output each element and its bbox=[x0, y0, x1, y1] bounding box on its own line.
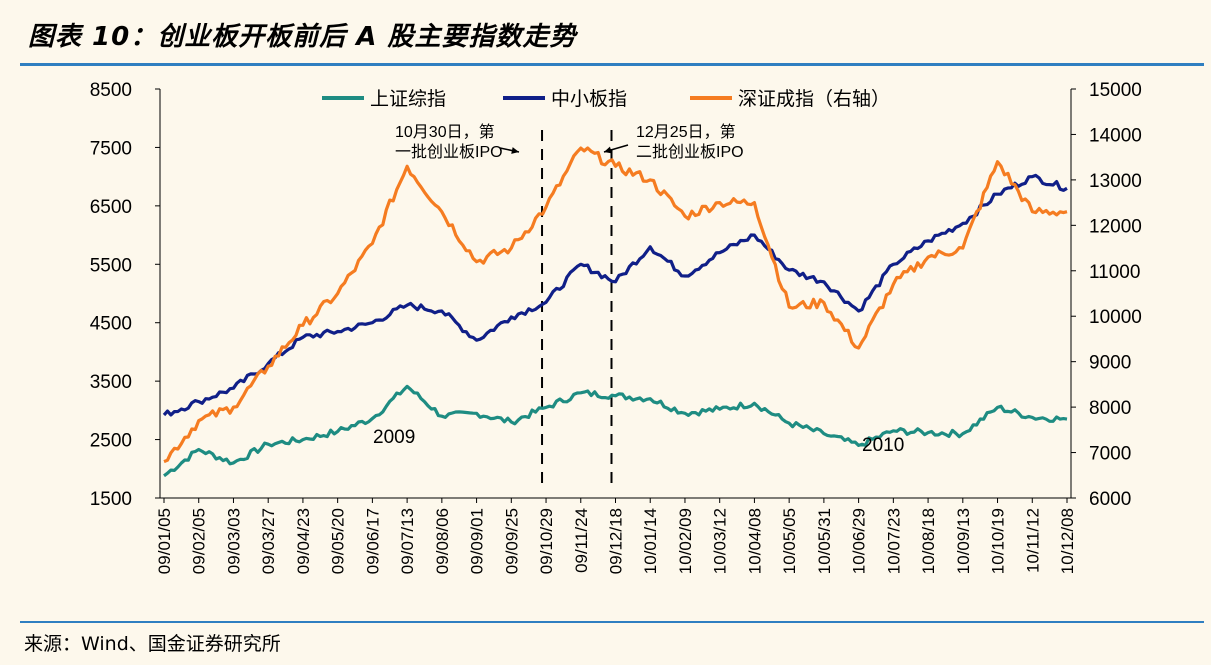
year-label-2010: 2010 bbox=[862, 435, 904, 456]
x-tick-label: 10/05/05 bbox=[780, 508, 799, 574]
ipo-annotation-1-line-2: 一批创业板IPO bbox=[395, 143, 503, 161]
left-tick-label: 2500 bbox=[90, 431, 132, 452]
x-tick-label: 10/10/19 bbox=[989, 508, 1008, 574]
source-note: 来源：Wind、国金证券研究所 bbox=[24, 633, 281, 655]
right-tick-label: 14000 bbox=[1089, 125, 1142, 146]
footer-rule bbox=[20, 621, 1204, 623]
ipo-annotation-2-line-2: 二批创业板IPO bbox=[636, 143, 744, 161]
x-tick-label: 10/05/31 bbox=[815, 508, 834, 574]
year-label-2009: 2009 bbox=[373, 427, 415, 448]
x-tick-label: 10/04/08 bbox=[745, 508, 764, 574]
left-tick-label: 3500 bbox=[90, 372, 132, 393]
right-tick-label: 15000 bbox=[1089, 80, 1142, 101]
figure-header: 图表 10：创业板开板前后 A 股主要指数走势 bbox=[0, 0, 1211, 66]
x-tick-label: 09/12/18 bbox=[607, 508, 626, 574]
x-tick-label: 10/09/13 bbox=[954, 508, 973, 574]
x-tick-label: 09/03/27 bbox=[259, 508, 278, 574]
x-tick-label: 09/06/17 bbox=[363, 508, 382, 574]
x-tick-label: 09/09/25 bbox=[502, 508, 521, 574]
x-tick-label: 10/01/14 bbox=[641, 508, 660, 574]
left-tick-label: 6500 bbox=[90, 197, 132, 218]
x-tick-label: 09/05/20 bbox=[329, 508, 348, 574]
left-tick-label: 5500 bbox=[90, 255, 132, 276]
x-tick-label: 10/06/29 bbox=[850, 508, 869, 574]
left-tick-label: 1500 bbox=[90, 489, 132, 510]
ipo-annotation-arrowhead-1 bbox=[511, 147, 519, 154]
x-tick-label: 09/11/24 bbox=[572, 508, 591, 573]
left-tick-label: 7500 bbox=[90, 138, 132, 159]
figure-title: 图表 10：创业板开板前后 A 股主要指数走势 bbox=[28, 22, 577, 52]
right-tick-label: 11000 bbox=[1089, 262, 1140, 283]
ipo-annotation-1-line-1: 10月30日，第 bbox=[395, 123, 495, 141]
left-tick-label: 4500 bbox=[90, 314, 132, 335]
x-tick-label: 10/08/18 bbox=[919, 508, 938, 574]
right-tick-label: 7000 bbox=[1089, 444, 1131, 465]
right-tick-label: 6000 bbox=[1089, 489, 1131, 510]
x-tick-label: 09/02/05 bbox=[190, 508, 209, 574]
x-tick-label: 09/09/01 bbox=[468, 508, 487, 574]
series-line-1 bbox=[163, 384, 1068, 478]
x-tick-label: 09/01/05 bbox=[155, 508, 174, 574]
x-tick-label: 09/08/06 bbox=[433, 508, 452, 574]
title-rule bbox=[20, 63, 1204, 66]
x-tick-label: 09/03/03 bbox=[224, 508, 243, 574]
legend-label-3: 深证成指（右轴） bbox=[738, 88, 890, 110]
right-tick-label: 13000 bbox=[1089, 171, 1142, 192]
right-tick-label: 8000 bbox=[1089, 398, 1131, 419]
x-tick-label: 09/10/29 bbox=[537, 508, 556, 574]
x-tick-label: 10/12/08 bbox=[1058, 508, 1077, 574]
series-line-3 bbox=[163, 146, 1068, 464]
legend-label-2: 中小板指 bbox=[551, 88, 627, 110]
legend-label-1: 上证综指 bbox=[370, 88, 446, 110]
x-tick-label: 09/04/23 bbox=[294, 508, 313, 574]
series-line-2 bbox=[162, 173, 1068, 417]
right-tick-label: 10000 bbox=[1089, 307, 1142, 328]
x-tick-label: 10/07/23 bbox=[884, 508, 903, 574]
right-tick-label: 12000 bbox=[1089, 216, 1142, 237]
x-tick-label: 10/03/12 bbox=[711, 508, 730, 574]
ipo-annotation-2-line-1: 12月25日，第 bbox=[636, 123, 736, 141]
right-tick-label: 9000 bbox=[1089, 353, 1131, 374]
x-tick-label: 09/07/13 bbox=[398, 508, 417, 574]
ipo-annotation-arrowhead-2 bbox=[604, 146, 612, 154]
left-tick-label: 8500 bbox=[90, 80, 132, 101]
x-tick-label: 10/11/12 bbox=[1023, 508, 1042, 573]
x-tick-label: 10/02/09 bbox=[676, 508, 695, 574]
